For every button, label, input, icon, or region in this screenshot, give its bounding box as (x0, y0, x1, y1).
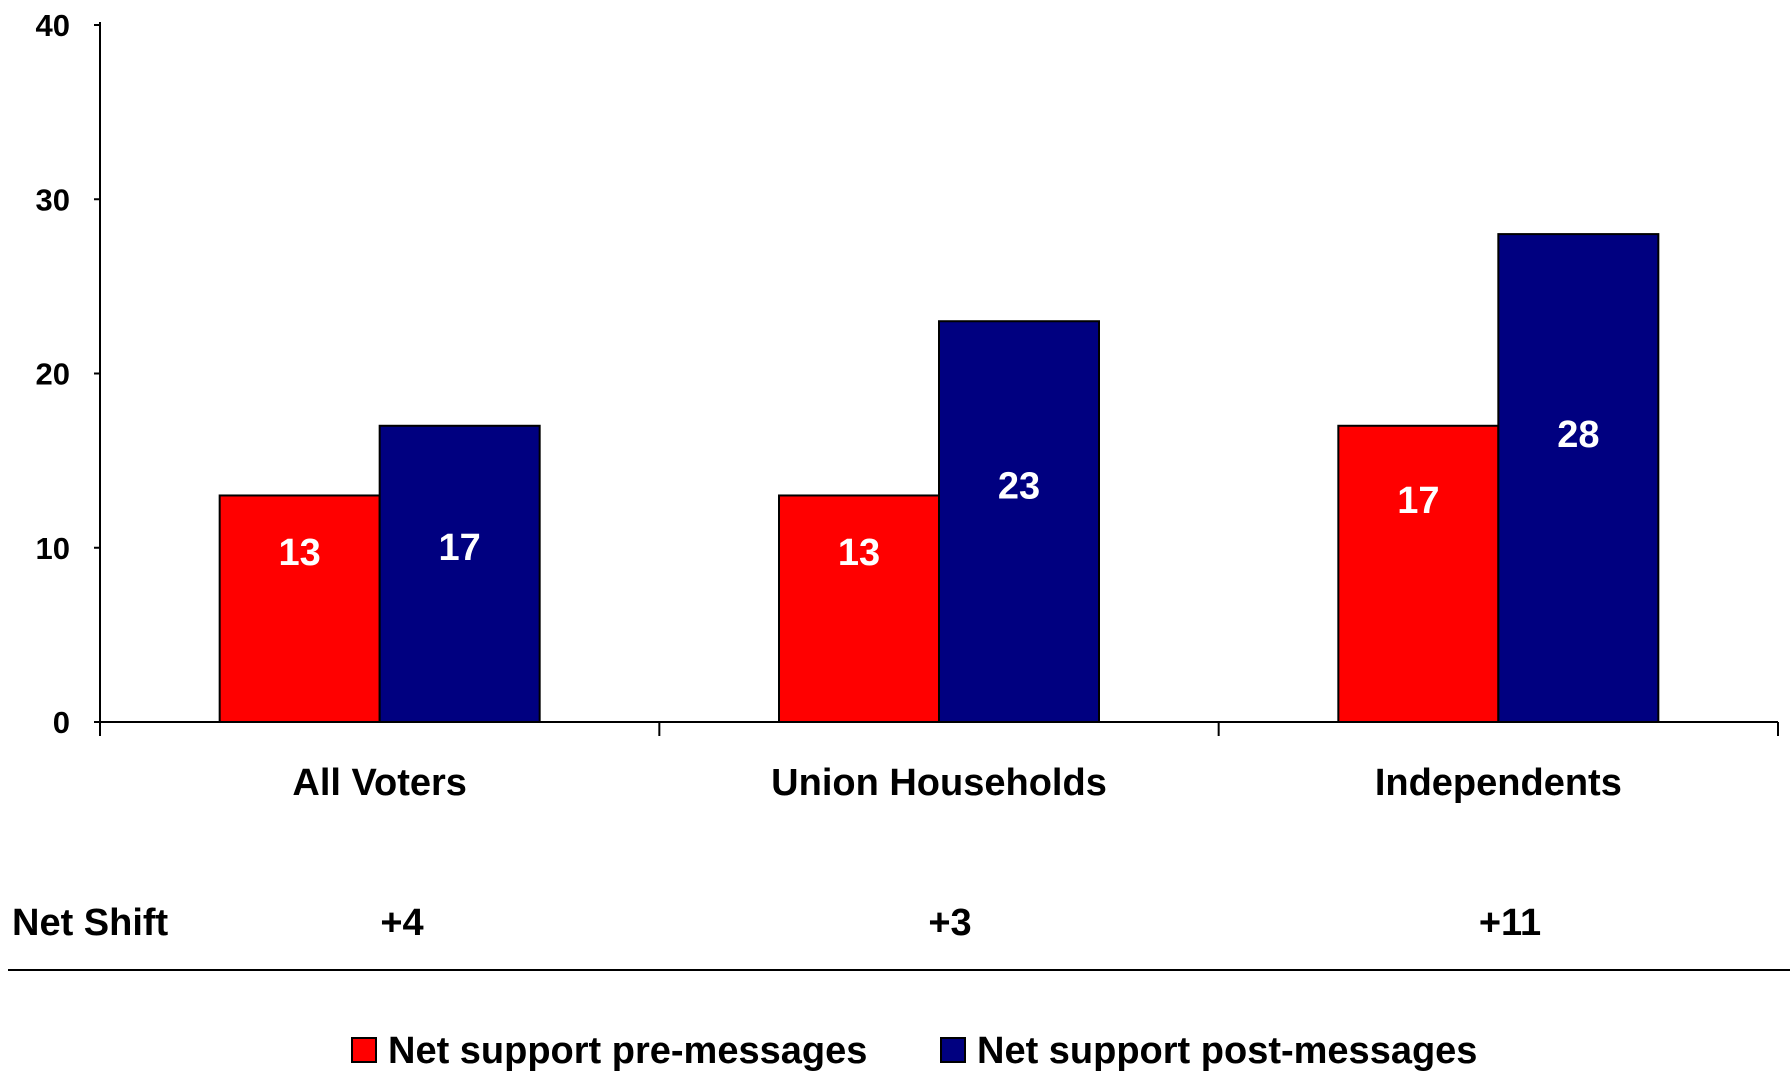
category-label: Independents (1375, 762, 1622, 804)
bar-pre-2 (1337, 424, 1500, 723)
bars (218, 233, 1660, 723)
legend-swatch-post (940, 1037, 966, 1063)
legend-swatch-pre (351, 1037, 377, 1063)
legend-label-pre: Net support pre-messages (388, 1030, 867, 1072)
x-axis: All Voters Union Households Independents (99, 721, 1779, 804)
net-shift-title: Net Shift (12, 902, 169, 944)
value-label: 17 (1397, 480, 1439, 522)
value-label: 13 (279, 532, 321, 574)
bar-pre-0 (218, 494, 381, 723)
value-label: 23 (998, 466, 1040, 508)
value-labels: 13 17 13 23 17 28 (279, 414, 1600, 574)
bar-post-2 (1497, 233, 1660, 723)
y-tick-label: 0 (53, 705, 70, 740)
y-tick-label: 40 (36, 8, 70, 43)
net-shift-value: +3 (928, 902, 971, 944)
y-tick-label: 30 (36, 182, 70, 217)
category-label: All Voters (292, 762, 467, 804)
category-label: Union Households (771, 762, 1107, 804)
bar-post-0 (378, 424, 541, 723)
bar-post-1 (938, 320, 1100, 723)
legend-label-post: Net support post-messages (977, 1030, 1477, 1072)
net-shift-value: +4 (380, 902, 423, 944)
net-shift-value: +11 (1479, 902, 1541, 944)
value-label: 13 (838, 532, 880, 574)
value-label: 17 (439, 527, 481, 569)
y-tick-label: 20 (36, 357, 70, 392)
value-label: 28 (1557, 414, 1599, 456)
net-shift-row: Net Shift +4 +3 +11 (8, 902, 1790, 971)
bar-pre-1 (778, 494, 940, 723)
y-axis: 0 10 20 30 40 (36, 8, 101, 740)
legend: Net support pre-messages Net support post… (351, 1030, 1477, 1072)
y-tick-label: 10 (36, 531, 70, 566)
